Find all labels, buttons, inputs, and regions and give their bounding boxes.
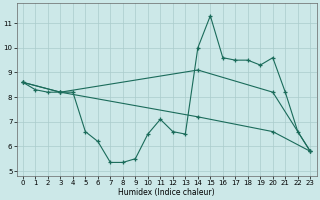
X-axis label: Humidex (Indice chaleur): Humidex (Indice chaleur) (118, 188, 215, 197)
